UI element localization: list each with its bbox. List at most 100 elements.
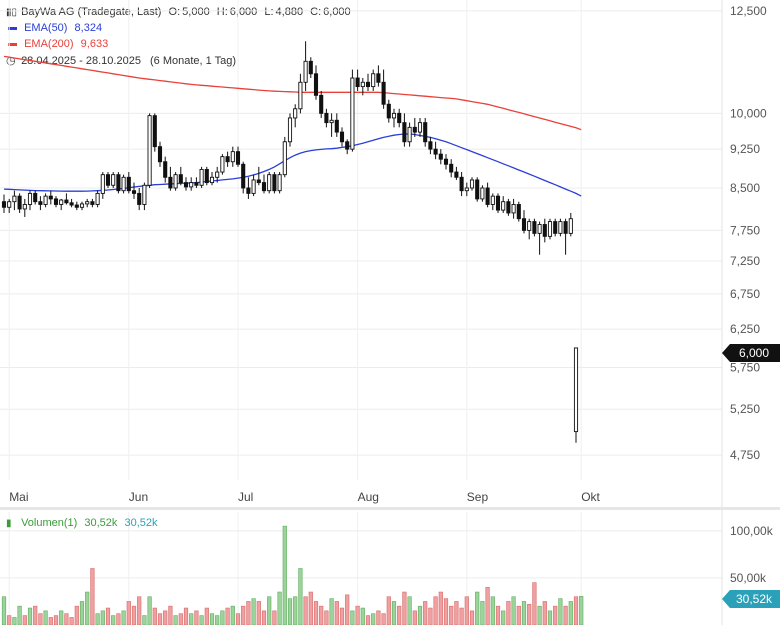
candle [199,166,204,188]
candle [345,139,350,155]
volume-bar [137,596,142,625]
volume-bar [438,591,443,625]
volume-bar [521,601,527,625]
low-value: 4,880 [275,6,304,18]
volume-bar [121,610,126,625]
candle [553,218,558,237]
candle [428,136,433,155]
candle [33,190,38,205]
volume-bar [267,596,272,625]
ema50-label: EMA(50) [24,22,68,34]
candle [495,193,501,213]
price-legend: ▮▯ BayWa AG (Tradegate, Last) O: 5,000 H:… [6,6,351,70]
high-label: H: [216,6,228,18]
volume-bar [246,601,251,625]
candlesticks [1,41,579,443]
candle [74,201,79,211]
candle [131,182,137,199]
volume-bar [381,613,386,625]
volume-bar [469,610,475,625]
volume-bar [126,601,131,625]
volume-bar [532,582,537,625]
candle [386,99,391,123]
candle [64,193,69,205]
candle [537,221,542,255]
candle [516,201,521,222]
candle [230,146,235,167]
volume-value-1: 30,52k [84,517,118,529]
candle [220,154,225,175]
volume-bar [345,594,350,625]
volume-bar [402,591,407,625]
volume-bar [506,601,511,625]
candle [381,69,386,109]
candle [573,347,579,443]
volume-bar [542,601,547,625]
volume-bar [48,617,53,625]
time-tick-label: Aug [358,490,379,504]
ema200-value: 9,633 [80,38,109,50]
volume-bar [423,601,428,625]
ema200-row: EMA(200) 9,633 [6,38,351,54]
volume-bar [511,596,516,625]
candle [443,154,449,170]
ema50-line [3,133,582,197]
volume-bar [298,568,303,625]
price-axis: 12,500 10,000 9,250 8,500 7,750 7,250 6,750 6,2… [730,4,767,462]
volume-bar [204,607,209,625]
volume-value-2: 30,52k [124,517,158,529]
candle [215,166,220,183]
candle [12,190,17,211]
price-tick-label: 4,750 [730,448,760,462]
candle [69,198,74,208]
volume-bar [397,605,402,625]
candle [209,172,215,186]
ohlc-values: O: 5,000 H: 6,000 L: 4,880 C: 6,000 [165,6,351,18]
candle [183,177,189,191]
volume-bar [339,607,345,625]
pane-separator[interactable] [0,507,780,510]
candle [267,172,272,194]
volume-grid [0,530,722,579]
price-tick-label: 6,250 [730,322,760,336]
volume-tick-label: 100,00k [730,524,774,538]
volume-bar [417,605,423,625]
volume-bar [235,613,241,625]
candle [53,196,59,208]
candle [329,113,334,137]
price-tick-label: 9,250 [730,142,760,156]
price-tick-label: 7,750 [730,223,760,237]
volume-bar [7,615,12,625]
volume-bar [495,605,501,625]
candle [308,57,313,79]
price-tick-label: 5,750 [730,360,760,374]
candle [511,198,516,219]
time-tick-label: Mai [9,490,28,504]
volume-bar [241,605,246,625]
volume-tick-label: 50,00k [730,571,767,585]
candle [438,149,443,165]
candle [246,177,251,199]
open-value: 5,000 [182,6,210,18]
volume-bar [27,607,33,625]
volume-bar [313,601,319,625]
volume-bar [501,610,506,625]
candle [303,41,308,91]
candle [157,141,163,167]
price-tick-label: 12,500 [730,4,767,18]
period-label: (6 Monate, 1 Tag) [150,55,237,67]
candle [137,187,142,211]
ema200-swatch [8,42,17,46]
volume-bar [324,610,329,625]
candle [27,190,33,211]
candle [121,174,126,194]
candle [480,185,485,202]
volume-bar [100,610,105,625]
candle [272,172,277,194]
candle [547,218,553,240]
volume-bar [64,613,69,625]
volume-bars [1,525,584,625]
candle [85,198,90,208]
